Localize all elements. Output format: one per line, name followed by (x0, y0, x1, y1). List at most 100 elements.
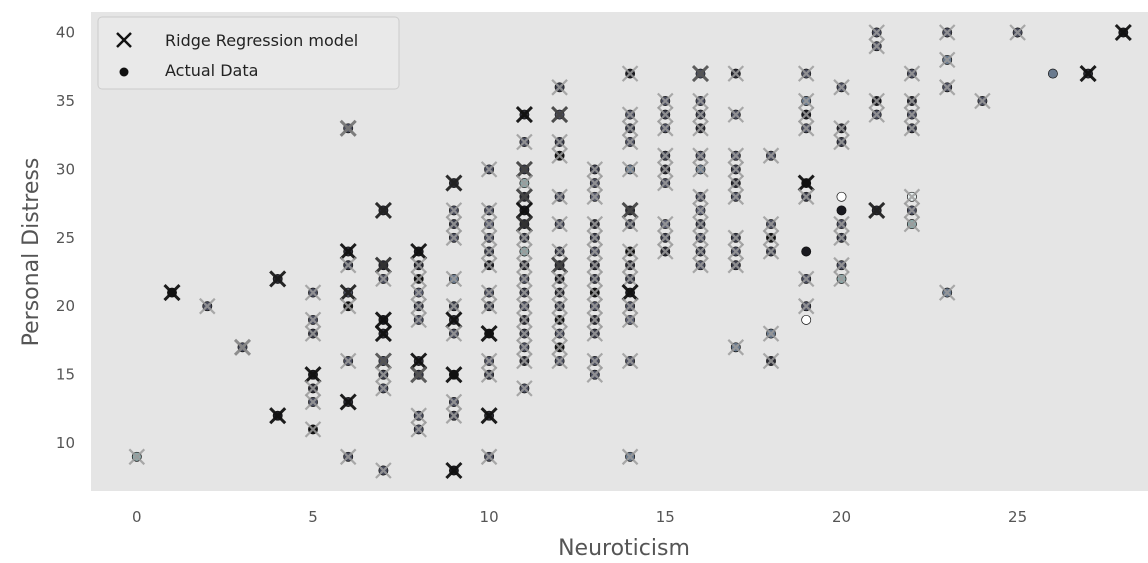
legend: Ridge Regression model Actual Data (97, 16, 400, 90)
ridge-model-point (516, 311, 533, 329)
ridge-model-point (903, 92, 921, 110)
ridge-model-point (339, 256, 357, 274)
ridge-model-point (727, 243, 745, 260)
ridge-model-point (657, 174, 674, 192)
plot-area (91, 12, 1148, 491)
ridge-model-point (797, 65, 815, 82)
ridge-model-point (516, 284, 533, 301)
ridge-model-point (445, 202, 463, 219)
ridge-model-point (445, 174, 463, 192)
ridge-model-point (480, 256, 498, 274)
ridge-model-point (833, 256, 850, 274)
ridge-model-point (797, 92, 815, 110)
ridge-model-point (445, 270, 463, 288)
ridge-model-point (516, 256, 533, 274)
ridge-model-point (375, 380, 392, 397)
ridge-model-point (410, 407, 427, 424)
ridge-model-point (199, 297, 216, 315)
ridge-model-point (868, 106, 885, 123)
ridge-model-point (339, 352, 357, 370)
ridge-model-point (410, 256, 427, 274)
actual-data-point (1047, 68, 1058, 79)
ridge-model-point (938, 51, 956, 69)
ridge-model-point (375, 270, 392, 288)
ridge-model-point (586, 270, 604, 288)
actual-data-point (801, 246, 812, 257)
ridge-model-point (938, 284, 956, 301)
x-tick-label: 25 (1008, 508, 1027, 526)
ridge-model-point (586, 256, 604, 274)
ridge-model-point (480, 229, 498, 247)
ridge-model-point (410, 421, 427, 438)
ridge-model-point (410, 284, 427, 301)
ridge-model-point (551, 188, 568, 206)
ridge-model-point (692, 120, 709, 137)
ridge-model-point (657, 161, 674, 178)
ridge-model-point (480, 284, 498, 301)
ridge-model-point (692, 92, 709, 110)
ridge-model-point (727, 161, 745, 178)
ridge-model-point (621, 448, 639, 466)
ridge-model-point (938, 24, 956, 41)
ridge-model-point (621, 297, 639, 315)
ridge-model-point (903, 106, 921, 123)
ridge-model-point (516, 339, 533, 356)
ridge-model-point (480, 161, 498, 178)
ridge-model-point (1009, 24, 1026, 41)
ridge-model-point (375, 462, 392, 479)
ridge-model-point (657, 106, 674, 123)
legend-dot-marker-icon (119, 67, 129, 77)
ridge-model-point (480, 407, 498, 425)
ridge-model-point (551, 243, 568, 260)
legend-x-marker-icon (116, 32, 132, 48)
ridge-model-point (692, 256, 709, 274)
ridge-model-point (445, 325, 463, 342)
ridge-model-point (128, 448, 146, 466)
actual-data-point (836, 205, 847, 216)
ridge-model-point (480, 352, 498, 370)
ridge-model-point (515, 188, 533, 206)
y-tick-label: 40 (56, 24, 75, 42)
ridge-model-point (374, 311, 392, 329)
ridge-model-point (797, 174, 815, 192)
ridge-model-point (410, 242, 428, 261)
ridge-model-point (692, 202, 709, 219)
x-tick-label: 5 (308, 508, 318, 526)
ridge-model-point (445, 311, 463, 329)
ridge-model-point (797, 270, 815, 288)
ridge-model-point (586, 352, 604, 370)
ridge-model-point (410, 297, 427, 315)
ridge-model-point (445, 461, 463, 480)
ridge-model-point (692, 188, 709, 206)
ridge-model-point (974, 92, 991, 110)
ridge-model-point (868, 37, 885, 55)
ridge-model-point (691, 65, 710, 83)
ridge-model-point (762, 243, 780, 260)
ridge-model-point (480, 325, 498, 343)
ridge-model-point (339, 448, 357, 466)
ridge-model-point (410, 352, 428, 370)
ridge-model-point (516, 325, 533, 342)
ridge-model-point (304, 325, 322, 342)
ridge-model-point (304, 393, 322, 411)
ridge-model-point (551, 339, 568, 356)
ridge-model-point (410, 366, 428, 384)
ridge-model-point (727, 147, 745, 164)
ridge-model-point (621, 284, 639, 302)
y-tick-label: 30 (56, 160, 75, 178)
ridge-model-point (445, 366, 463, 384)
y-tick-label: 10 (56, 434, 75, 452)
ridge-model-point (657, 120, 674, 137)
ridge-model-point (762, 325, 780, 342)
ridge-model-point (551, 311, 568, 329)
ridge-model-point (516, 243, 533, 260)
ridge-model-point (586, 161, 604, 178)
axis-ticks: 0 5 10 15 20 25 10 15 20 25 30 35 40 (56, 24, 1027, 527)
ridge-model-point (304, 421, 322, 438)
ridge-model-point (515, 106, 533, 124)
ridge-model-point (375, 366, 392, 383)
y-tick-label: 15 (56, 366, 75, 384)
ridge-model-point (516, 380, 533, 397)
ridge-model-point (586, 174, 604, 192)
x-tick-label: 0 (132, 508, 142, 526)
